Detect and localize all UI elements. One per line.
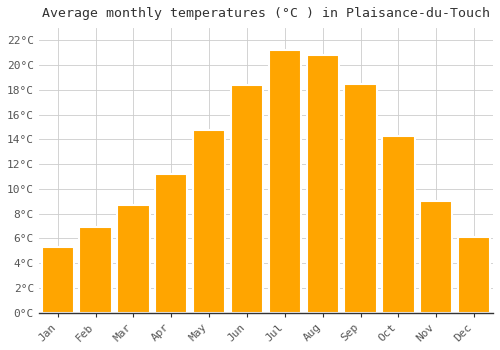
- Bar: [193, 130, 225, 313]
- Bar: [269, 50, 301, 313]
- Title: Average monthly temperatures (°C ) in Plaisance-du-Touch: Average monthly temperatures (°C ) in Pl…: [42, 7, 490, 20]
- Bar: [80, 227, 112, 313]
- Bar: [420, 201, 452, 313]
- Bar: [306, 55, 339, 313]
- Bar: [382, 136, 414, 313]
- Bar: [42, 247, 74, 313]
- Bar: [155, 174, 188, 313]
- Bar: [458, 237, 490, 313]
- Bar: [344, 84, 376, 313]
- Bar: [231, 85, 263, 313]
- Bar: [118, 205, 150, 313]
